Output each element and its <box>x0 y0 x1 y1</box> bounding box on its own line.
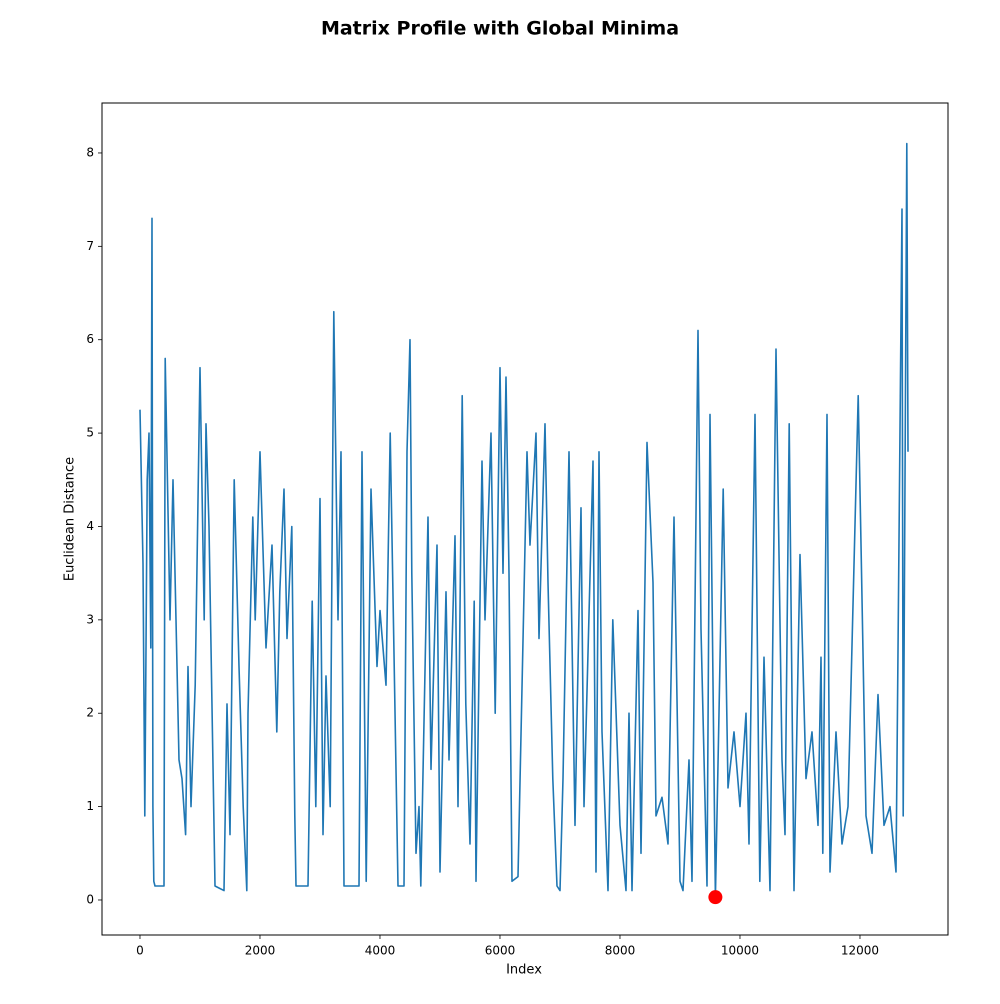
y-tick-label: 7 <box>86 239 94 253</box>
y-tick-label: 6 <box>86 332 94 346</box>
x-tick-label: 8000 <box>605 944 636 958</box>
y-tick-label: 5 <box>86 426 94 440</box>
x-tick-label: 0 <box>136 944 144 958</box>
x-tick-label: 10000 <box>721 944 759 958</box>
x-tick-label: 2000 <box>245 944 276 958</box>
y-tick-label: 8 <box>86 145 94 159</box>
plot-frame <box>101 102 949 936</box>
x-axis-label: Index <box>506 963 542 978</box>
data-line <box>139 142 909 898</box>
x-tick-label: 12000 <box>841 944 879 958</box>
chart-title: Matrix Profile with Global Minima <box>321 18 679 40</box>
y-axis-label: Euclidean Distance <box>63 457 78 581</box>
x-tick-label: 4000 <box>365 944 396 958</box>
x-tick-label: 6000 <box>485 944 516 958</box>
minimum-point <box>708 890 723 905</box>
y-tick-label: 0 <box>86 892 94 906</box>
y-tick-label: 4 <box>86 519 94 533</box>
y-tick-label: 1 <box>86 799 94 813</box>
y-tick-label: 3 <box>86 612 94 626</box>
y-tick-label: 2 <box>86 706 94 720</box>
